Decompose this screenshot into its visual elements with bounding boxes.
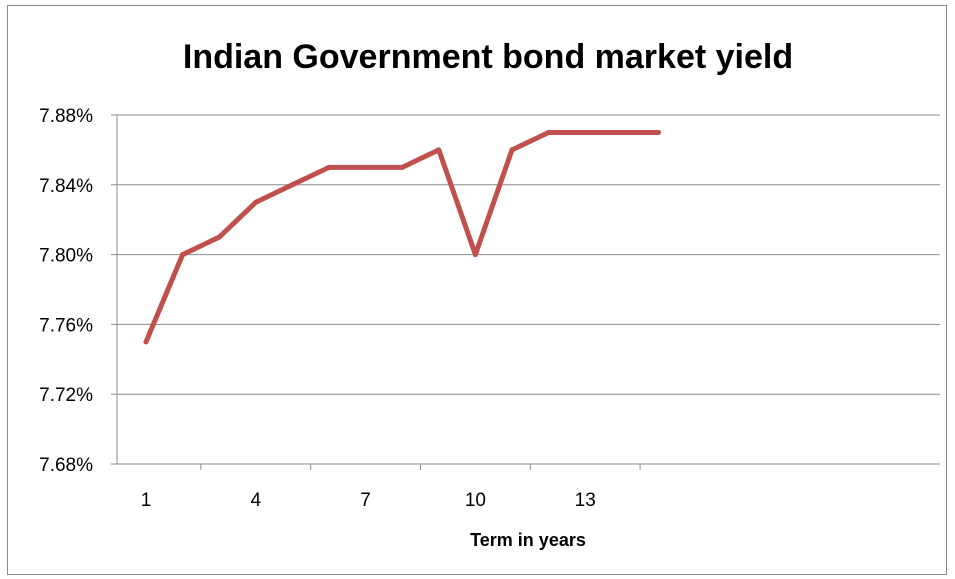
y-tick-label: 7.80% <box>39 246 93 267</box>
y-tick-label: 7.84% <box>39 176 93 197</box>
x-tick-label: 10 <box>465 490 486 511</box>
data-point <box>509 147 515 153</box>
data-point <box>619 129 625 135</box>
series <box>143 129 661 345</box>
data-point <box>546 129 552 135</box>
data-point <box>180 252 186 258</box>
axes <box>116 115 940 470</box>
x-tick-label: 1 <box>141 490 152 511</box>
series-line <box>143 129 661 345</box>
data-point <box>216 234 222 240</box>
x-tick-label: 4 <box>251 490 262 511</box>
data-point <box>143 339 149 345</box>
data-point <box>289 182 295 188</box>
x-tick-label: 7 <box>360 490 371 511</box>
data-point <box>326 164 332 170</box>
gridlines <box>111 114 940 465</box>
data-point <box>472 252 478 258</box>
y-tick-label: 7.72% <box>39 385 93 406</box>
chart-area <box>7 5 947 575</box>
chart-title: Indian Government bond market yield <box>183 38 793 76</box>
data-point <box>399 164 405 170</box>
y-tick-label: 7.76% <box>39 315 93 336</box>
x-tick-label: 13 <box>575 490 596 511</box>
x-axis-title: Term in years <box>470 530 586 550</box>
data-point <box>582 129 588 135</box>
data-point <box>363 164 369 170</box>
tick-labels: 7.88% 7.84% 7.80% 7.76% 7.72% 7.68% 1 4 7 10 13 <box>39 106 596 511</box>
y-tick-label: 7.88% <box>39 106 93 127</box>
data-point <box>655 129 661 135</box>
data-point <box>253 199 259 205</box>
data-point <box>436 147 442 153</box>
y-tick-label: 7.68% <box>39 455 93 476</box>
